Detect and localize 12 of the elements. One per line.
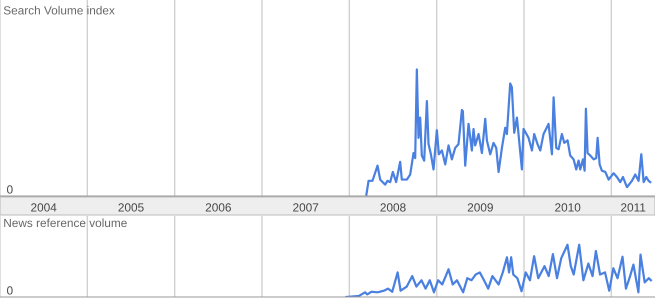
x-tick-label: 2009 <box>468 203 493 212</box>
x-tick-label: 2007 <box>293 203 318 212</box>
x-tick-label: 2004 <box>31 203 56 212</box>
x-tick-label: 2010 <box>555 203 580 212</box>
y-axis-title: News reference volume <box>4 218 127 228</box>
x-tick-label: 2011 <box>621 203 646 212</box>
x-tick-label: 2005 <box>118 203 144 212</box>
x-tick-label: 2006 <box>206 203 231 212</box>
annotation: 0 <box>7 286 13 295</box>
annotation: 0 <box>7 185 13 194</box>
y-axis-title: Search Volume index <box>4 6 115 15</box>
x-tick-label: 2008 <box>380 203 406 212</box>
